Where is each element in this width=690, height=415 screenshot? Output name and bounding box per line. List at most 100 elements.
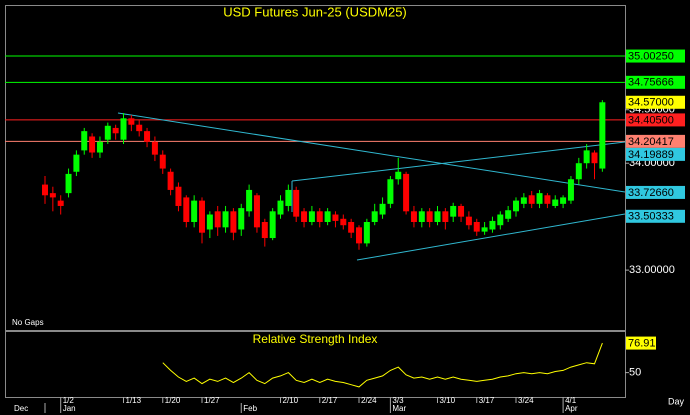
month-label: Feb [243,404,257,413]
candle-body [583,150,590,164]
trendline [291,141,626,182]
candle-body [206,214,213,230]
candle-body [222,211,229,228]
candle-body [81,131,88,151]
month-label: Mar [392,404,406,413]
candle-body [450,205,457,217]
candle-body [96,141,103,153]
rsi-tick-label: 50 [629,367,641,379]
candle-body [293,189,300,217]
candle-body [230,211,237,233]
month-label: Jan [63,404,76,413]
candle-body [520,197,527,204]
candle-body [301,211,308,222]
level-label: 33.50333 [628,211,674,223]
rsi-label-box [626,336,656,350]
candle-body [324,211,331,222]
x-tick-label: 3/10 [440,396,456,405]
x-tick-label: 1/20 [165,396,181,405]
candle-body [505,210,512,219]
candle-body [599,102,606,169]
candle-body [363,222,370,244]
x-tick-label: 3/24 [518,396,534,405]
level-label-box [626,75,685,89]
candle-body [418,211,425,222]
candle-body [136,124,143,132]
candle-body [159,154,166,169]
candle-body [42,184,48,196]
annotation: No Gaps [12,318,44,327]
indicator-title: Relative Strength Index [253,332,378,346]
candle-body [112,127,119,134]
trendline [117,112,626,193]
candle-body [528,195,535,204]
chart-title: USD Futures Jun-25 (USDM25) [223,4,407,19]
candle-body [73,154,80,172]
candle-body [144,131,151,142]
level-label-box [626,147,685,161]
level-label: 34.57000 [628,97,674,109]
candle-body [308,211,315,222]
candle-body [356,227,362,244]
candle-body [269,211,276,239]
candle-body [387,179,394,204]
candle-body [285,189,292,206]
month-label: Apr [565,404,578,413]
x-tick-label: 1/27 [204,396,220,405]
candle-body [560,197,567,204]
candle-body [536,193,543,204]
x-tick-label: 1/2 [63,396,75,405]
candle-body [65,173,72,194]
candle-body [316,211,323,222]
candle-body [167,171,174,190]
candle-body [473,222,480,232]
candle-body [89,136,96,153]
level-label-box [626,209,685,223]
candle-body [403,173,410,212]
candle-body [567,179,574,201]
level-label-box [626,185,685,199]
candle-body [426,211,433,222]
candle-body [151,141,158,155]
candle-body [49,193,56,198]
candle-body [120,118,127,140]
trendlines [117,112,626,261]
candle-body [57,200,64,206]
candle-body [128,118,135,125]
x-axis-label: Day [668,396,685,406]
level-label: 34.40500 [628,114,674,126]
candle-body [544,195,551,204]
level-label-box [626,113,685,127]
candle-body [434,211,441,222]
level-label-box [626,134,685,148]
level-label: 34.19889 [628,149,674,161]
candle-body [442,211,449,222]
candle-body [575,163,582,180]
x-tick-label: 3/3 [392,396,404,405]
level-label: 35.00250 [628,50,674,62]
candle-body [395,171,402,180]
candle-body [277,200,284,215]
candle-body [332,214,339,221]
x-tick-label: 2/10 [283,396,299,405]
candle-body [214,211,221,228]
candle-body [261,222,268,239]
rsi-last-label: 76.91 [628,337,656,349]
candle-body [552,199,559,206]
month-label: Dec [14,404,28,413]
candle-body [199,200,205,233]
x-tick-label: 3/17 [479,396,495,405]
candle-body [513,200,519,212]
candle-body [191,200,198,222]
candle-body [591,152,598,164]
candle-body [497,214,504,226]
candle-body [340,218,347,226]
candle-body [481,227,488,232]
candle-body [348,222,355,233]
candle-body [175,186,182,206]
rsi-panel [5,331,626,398]
level-label-box [626,49,685,63]
candle-body [238,208,245,230]
